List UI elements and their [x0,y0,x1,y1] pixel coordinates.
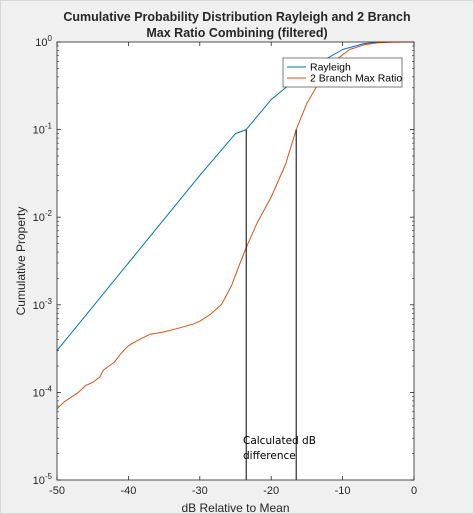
x-tick-label: -30 [192,485,208,497]
legend-label-rayleigh: Rayleigh [310,62,351,74]
legend-box [282,57,403,88]
legend: Rayleigh 2 Branch Max Ratio [282,57,403,88]
y-tick-label: 100 [35,34,52,49]
series-line-0 [56,41,414,351]
x-tick-label: -40 [120,485,136,497]
legend-label-mrc: 2 Branch Max Ratio [310,73,402,85]
y-tick-label: 10-2 [33,209,53,224]
marker-layer [245,129,297,480]
annotation-line-1: Calculated dB [243,435,316,447]
axes-box [56,41,415,481]
annotation-line-2: difference [243,450,296,462]
x-tick-label: -50 [49,485,65,497]
chart-title-line-1: Cumulative Probability Distribution Rayl… [63,10,410,24]
y-axis-label: Cumulative Property [14,207,28,316]
x-axis-label: dB Relative to Mean [181,501,289,514]
y-tick-label: 10-5 [33,472,53,487]
x-tick-label: 0 [411,485,417,497]
chart-title-line-2: Max Ratio Combining (filtered) [146,26,327,40]
x-tick-label: -20 [263,485,279,497]
x-tick-label: -10 [335,485,351,497]
y-tick-label: 10-1 [33,122,53,137]
y-tick-label: 10-4 [33,384,53,399]
plot-area [57,42,414,480]
y-tick-label: 10-3 [33,297,53,312]
tick-layer: -50 -40 -30 -20 -10 0 10-5 10-4 10-3 10-2 10-1 100 [33,34,417,497]
